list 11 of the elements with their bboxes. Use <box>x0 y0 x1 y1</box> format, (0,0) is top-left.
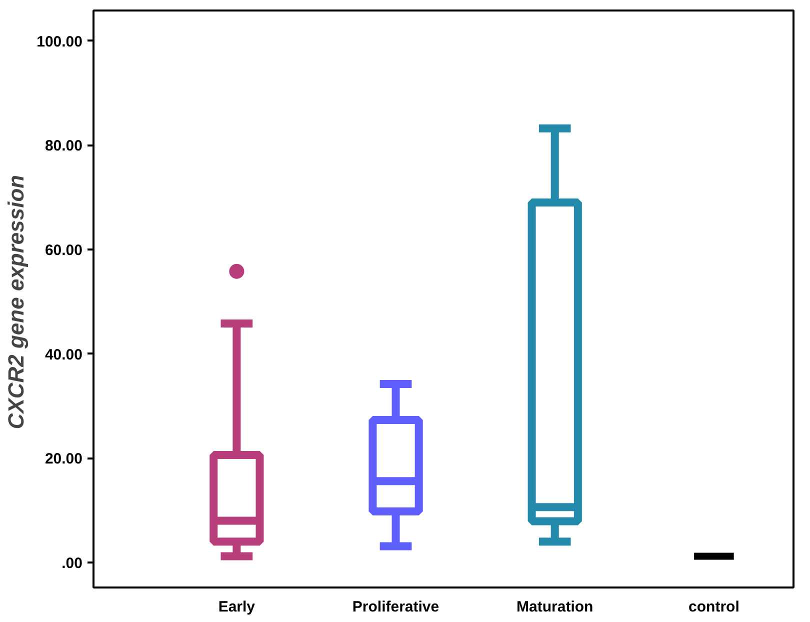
y-tick-label: 20.00 <box>44 450 83 468</box>
x-tick-label: Proliferative <box>352 598 440 616</box>
y-tick-label: .00 <box>62 554 83 572</box>
x-tick-label: Maturation <box>516 598 594 616</box>
y-tick-label: 100.00 <box>36 33 83 50</box>
y-tick-label: 40.00 <box>44 346 83 364</box>
y-tick-label: 80.00 <box>44 138 83 155</box>
x-tick-label: control <box>688 598 740 616</box>
y-axis-title: CXCR2 gene expression <box>4 174 29 430</box>
x-tick-label: Early <box>218 598 256 616</box>
y-tick-label: 60.00 <box>44 242 83 259</box>
